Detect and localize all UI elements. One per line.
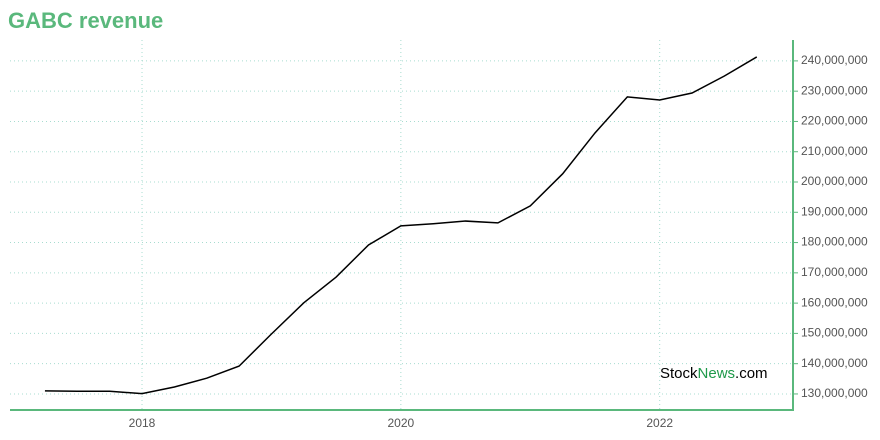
x-tick-label: 2020 — [388, 416, 415, 430]
y-tick-label: 150,000,000 — [801, 326, 868, 340]
y-tick-label: 140,000,000 — [801, 356, 868, 370]
chart-title: GABC revenue — [8, 8, 163, 33]
watermark-part: Stock — [660, 365, 698, 382]
y-tick-label: 220,000,000 — [801, 114, 868, 128]
watermark-part: News — [698, 365, 736, 382]
y-tick-label: 210,000,000 — [801, 144, 868, 158]
plot: 130,000,000 140,000,000 150,000,000 160,000… — [10, 40, 868, 430]
x-tick-label: 2018 — [129, 416, 156, 430]
watermark-part: .com — [735, 365, 768, 382]
y-tick-label: 130,000,000 — [801, 386, 868, 400]
x-tick-label: 2022 — [646, 416, 673, 430]
y-tick-label: 240,000,000 — [801, 53, 868, 67]
y-tick-label: 180,000,000 — [801, 235, 868, 249]
y-tick-label: 160,000,000 — [801, 295, 868, 309]
y-tick-label: 190,000,000 — [801, 204, 868, 218]
line-series — [44, 56, 758, 395]
y-tick-label: 200,000,000 — [801, 174, 868, 188]
y-tick-label: 230,000,000 — [801, 83, 868, 97]
watermark: StockNews.com — [660, 365, 768, 382]
y-tick-label: 170,000,000 — [801, 265, 868, 279]
